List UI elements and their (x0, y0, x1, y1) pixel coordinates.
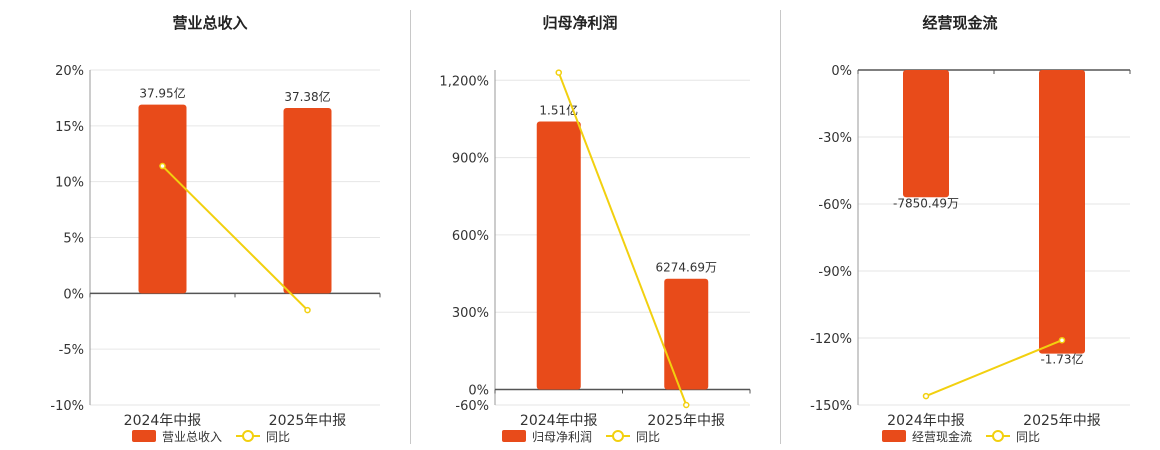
legend-line-label: 同比 (636, 430, 660, 444)
legend-bar-swatch (132, 430, 156, 442)
legend-bar-label: 归母净利润 (532, 430, 592, 444)
x-category-label: 2024年中报 (124, 413, 202, 429)
bar-2 (1039, 70, 1085, 354)
legend-bar-label: 经营现金流 (912, 429, 972, 444)
y-tick-label: 5% (63, 232, 84, 247)
y-tick-label: -30% (818, 131, 852, 146)
y-tick-label: 15% (55, 120, 84, 135)
yoy-line (557, 72, 688, 406)
yoy-point-2 (304, 306, 311, 314)
legend-bar-label: 营业总收入 (162, 430, 222, 444)
chart-title: 归母净利润 (542, 14, 617, 32)
chart-cashflow: 经营现金流 0% -30% -60% -90% -120% -150% -7850.49万 -1… (810, 14, 1131, 444)
yoy-line (161, 165, 309, 311)
yoy-point-1 (159, 162, 166, 170)
bar-2 (664, 278, 709, 390)
yoy-point-1 (555, 69, 562, 76)
chart-title: 营业总收入 (172, 14, 247, 32)
y-tick-label: 0% (468, 384, 489, 399)
legend-line-label: 同比 (266, 430, 290, 444)
bar-1 (138, 104, 187, 294)
y-tick-label: -60% (818, 198, 852, 213)
x-category-label: 2025年中报 (647, 413, 725, 429)
chart-net-profit: 归母净利润 1,200% 900% 600% 300% 0%-60% 1.51亿 6274.6… (439, 14, 751, 444)
bar-value-label: 37.38亿 (284, 89, 330, 104)
yoy-line (925, 339, 1063, 397)
legend-line-marker (992, 430, 1004, 442)
bar-1 (536, 121, 581, 390)
chart-panel-net-profit: 归母净利润 1,200% 900% 600% 300% 0% -60% 1.51亿 6274.6… (400, 0, 780, 450)
x-category-label: 2024年中报 (520, 413, 598, 429)
divider-1 (410, 10, 411, 444)
y-tick-label: 600% (452, 229, 489, 244)
bar-2 (283, 107, 332, 294)
y-tick-label: 0% (63, 287, 84, 302)
y-tick-label: 900% (452, 152, 489, 167)
legend-bar-swatch (882, 430, 906, 442)
y-tick-label: 10% (55, 176, 84, 191)
legend-line-marker (242, 430, 254, 442)
bar-value-label: -1.73亿 (1040, 352, 1083, 367)
y-tick-label: -60% (455, 399, 489, 414)
bar-value-label: 37.95亿 (139, 86, 185, 101)
x-category-label: 2025年中报 (1023, 413, 1101, 429)
yoy-point-2 (683, 401, 690, 409)
y-tick-label: -90% (818, 265, 852, 280)
legend-line-label: 同比 (1016, 430, 1040, 444)
y-tick-label: -150% (810, 399, 852, 414)
y-tick-label: 1,200% (439, 74, 489, 89)
chart-panel-cashflow: 经营现金流 0% -30% -60% -90% -120% -150% -7850.49万 -1… (780, 0, 1160, 450)
bar-1 (903, 70, 949, 198)
chart-revenue: 营业总收入 20% 15% 10% 5% 0% -5% -10% 37.95亿 37.38亿 202… (50, 14, 381, 444)
legend-bar-swatch (502, 430, 526, 442)
y-tick-label: -5% (59, 343, 84, 358)
bar-value-label: -7850.49万 (893, 196, 959, 210)
divider-2 (780, 10, 781, 444)
y-tick-label: -120% (810, 332, 852, 347)
bar-value-label: 1.51亿 (539, 103, 578, 118)
chart-panel-revenue: 营业总收入 20% 15% 10% 5% 0% -5% -10% 37.95亿 37.38亿 202… (0, 0, 400, 450)
y-tick-label: 0% (831, 64, 852, 79)
x-category-label: 2025年中报 (269, 413, 347, 429)
y-tick-label: -10% (50, 399, 84, 414)
x-category-label: 2024年中报 (887, 413, 965, 429)
y-tick-label: 300% (452, 306, 489, 321)
yoy-point-1 (922, 392, 930, 400)
bar-value-label: 6274.69万 (655, 261, 717, 275)
yoy-point-2 (1058, 336, 1066, 344)
y-tick-label: 20% (55, 64, 84, 79)
chart-title: 经营现金流 (922, 14, 997, 32)
legend-line-marker (612, 430, 624, 442)
